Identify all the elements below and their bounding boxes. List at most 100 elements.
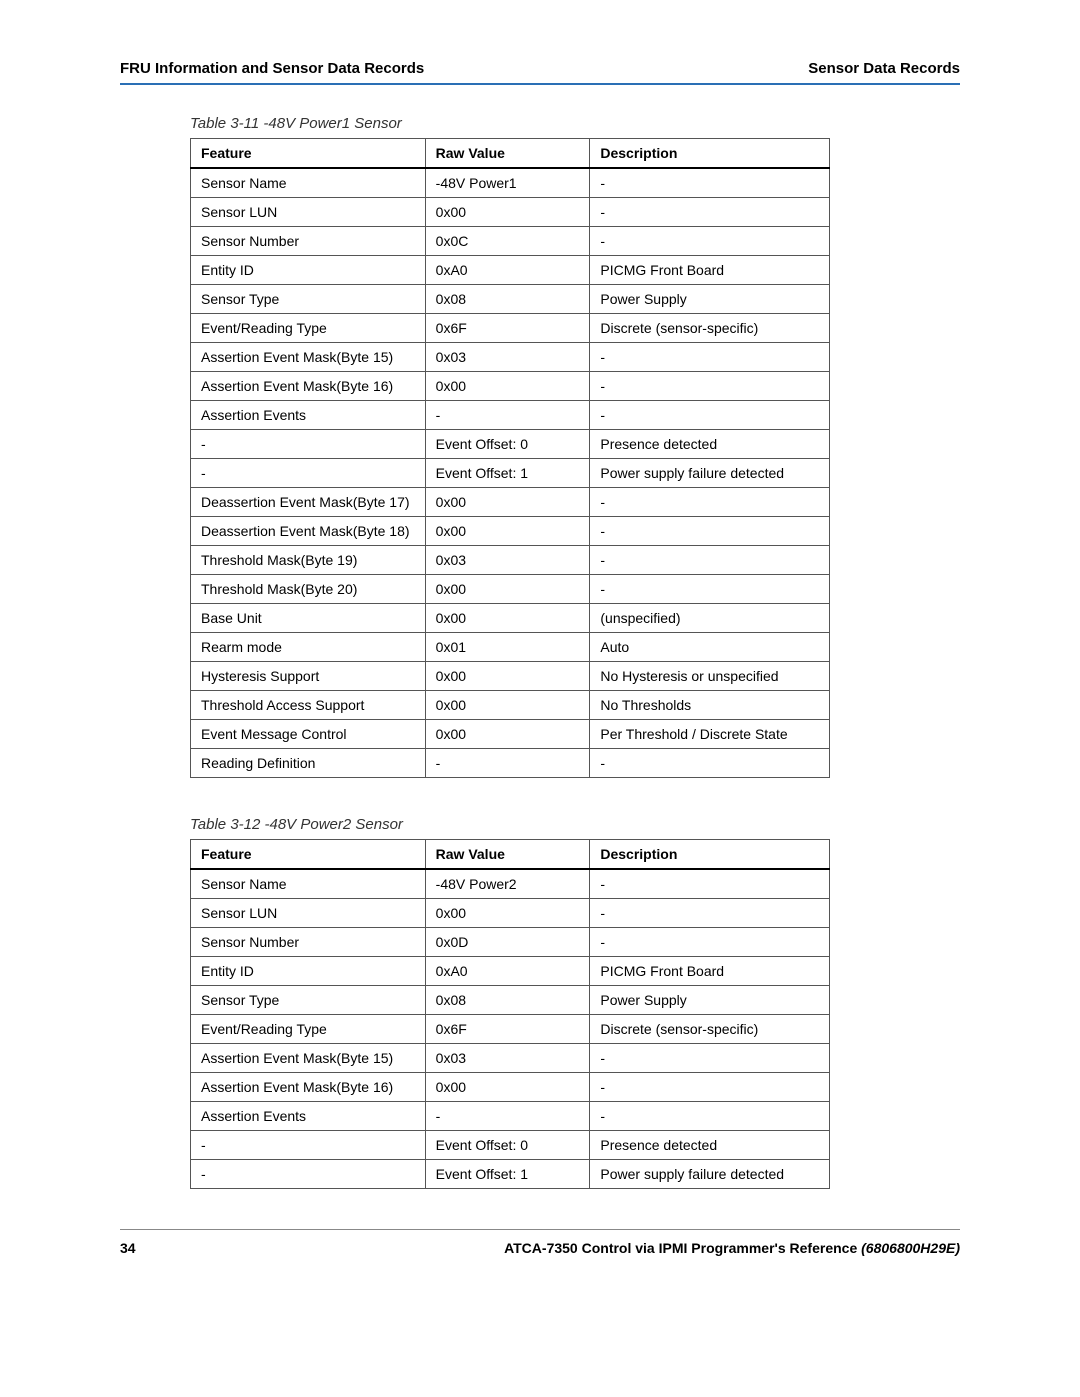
table-cell: Entity ID [191,957,426,986]
table-row: Event/Reading Type0x6FDiscrete (sensor-s… [191,1015,830,1044]
table-cell: Sensor Type [191,285,426,314]
table-cell: Assertion Events [191,401,426,430]
table-cell: 0x03 [425,1044,590,1073]
table-cell: Power supply failure detected [590,459,830,488]
table-row: Event/Reading Type0x6FDiscrete (sensor-s… [191,314,830,343]
table-cell: Deassertion Event Mask(Byte 17) [191,488,426,517]
table-row: Threshold Mask(Byte 20)0x00- [191,575,830,604]
table-row: Sensor Name-48V Power2- [191,869,830,899]
table-cell: 0x08 [425,285,590,314]
table-row: -Event Offset: 1Power supply failure det… [191,1160,830,1189]
table-cell: 0x6F [425,1015,590,1044]
header-right: Sensor Data Records [808,60,960,77]
table-row: Sensor Type0x08Power Supply [191,285,830,314]
table-cell: Event/Reading Type [191,314,426,343]
table-row: Sensor LUN0x00- [191,899,830,928]
table-cell: 0x00 [425,899,590,928]
table-cell: - [590,575,830,604]
table-cell: Sensor Type [191,986,426,1015]
table-cell: Base Unit [191,604,426,633]
table-row: Sensor Number0x0C- [191,227,830,256]
table-cell: - [590,401,830,430]
table-cell: 0x00 [425,488,590,517]
table-cell: - [590,198,830,227]
table-header-cell: Feature [191,139,426,169]
table-row: Assertion Event Mask(Byte 16)0x00- [191,1073,830,1102]
table-cell: PICMG Front Board [590,256,830,285]
table-cell: - [191,430,426,459]
table-cell: Assertion Event Mask(Byte 15) [191,343,426,372]
table-cell: 0x00 [425,198,590,227]
table-cell: - [590,1073,830,1102]
table-cell: Threshold Mask(Byte 20) [191,575,426,604]
table-cell: 0xA0 [425,957,590,986]
table-cell: - [590,488,830,517]
table-cell: Rearm mode [191,633,426,662]
table-cell: Event Offset: 0 [425,1131,590,1160]
table-cell: - [425,749,590,778]
table-cell: 0x0D [425,928,590,957]
table-cell: - [425,1102,590,1131]
table-row: -Event Offset: 0Presence detected [191,1131,830,1160]
table-row: Entity ID0xA0PICMG Front Board [191,957,830,986]
footer-title: ATCA-7350 Control via IPMI Programmer's … [504,1240,960,1256]
table-cell: No Thresholds [590,691,830,720]
table-header-cell: Raw Value [425,139,590,169]
table-cell: - [590,343,830,372]
table-cell: Event Message Control [191,720,426,749]
page-header: FRU Information and Sensor Data Records … [120,60,960,83]
table-cell: Sensor Name [191,168,426,198]
table-cell: 0x00 [425,662,590,691]
table-row: Entity ID0xA0PICMG Front Board [191,256,830,285]
table-cell: Reading Definition [191,749,426,778]
table-cell: Presence detected [590,430,830,459]
table-row: Assertion Event Mask(Byte 15)0x03- [191,1044,830,1073]
table-cell: 0x00 [425,575,590,604]
table-header-cell: Description [590,139,830,169]
table-cell: 0x6F [425,314,590,343]
table-row: Base Unit0x00(unspecified) [191,604,830,633]
table-cell: - [590,899,830,928]
table-cell: Assertion Event Mask(Byte 16) [191,1073,426,1102]
table-cell: (unspecified) [590,604,830,633]
table-row: Event Message Control0x00Per Threshold /… [191,720,830,749]
table-cell: - [590,168,830,198]
table-row: Deassertion Event Mask(Byte 17)0x00- [191,488,830,517]
table-cell: Discrete (sensor-specific) [590,1015,830,1044]
header-rule [120,83,960,85]
table-cell: Sensor Number [191,928,426,957]
table-cell: Hysteresis Support [191,662,426,691]
table-cell: Event Offset: 1 [425,1160,590,1189]
table-row: Sensor Number0x0D- [191,928,830,957]
table-cell: - [191,1131,426,1160]
table-cell: 0x01 [425,633,590,662]
table-cell: Discrete (sensor-specific) [590,314,830,343]
table-cell: Event Offset: 1 [425,459,590,488]
table-cell: 0x03 [425,546,590,575]
table-header-cell: Feature [191,840,426,870]
table-cell: Threshold Access Support [191,691,426,720]
table-header-cell: Raw Value [425,840,590,870]
table-row: Reading Definition-- [191,749,830,778]
table-cell: - [590,1102,830,1131]
table-cell: - [590,928,830,957]
table-cell: Auto [590,633,830,662]
sensor-table: FeatureRaw ValueDescriptionSensor Name-4… [190,138,830,778]
table-cell: - [590,227,830,256]
table-cell: Assertion Events [191,1102,426,1131]
table-caption: Table 3-11 -48V Power1 Sensor [190,115,960,132]
table-cell: - [191,459,426,488]
table-row: Assertion Event Mask(Byte 15)0x03- [191,343,830,372]
table-cell: Assertion Event Mask(Byte 15) [191,1044,426,1073]
footer-title-text: ATCA-7350 Control via IPMI Programmer's … [504,1240,861,1256]
table-cell: 0x08 [425,986,590,1015]
table-cell: Power Supply [590,986,830,1015]
table-cell: Deassertion Event Mask(Byte 18) [191,517,426,546]
table-row: Deassertion Event Mask(Byte 18)0x00- [191,517,830,546]
table-cell: 0x00 [425,1073,590,1102]
table-cell: - [425,401,590,430]
table-row: Rearm mode0x01Auto [191,633,830,662]
table-cell: 0x03 [425,343,590,372]
table-cell: 0x00 [425,604,590,633]
table-cell: Presence detected [590,1131,830,1160]
